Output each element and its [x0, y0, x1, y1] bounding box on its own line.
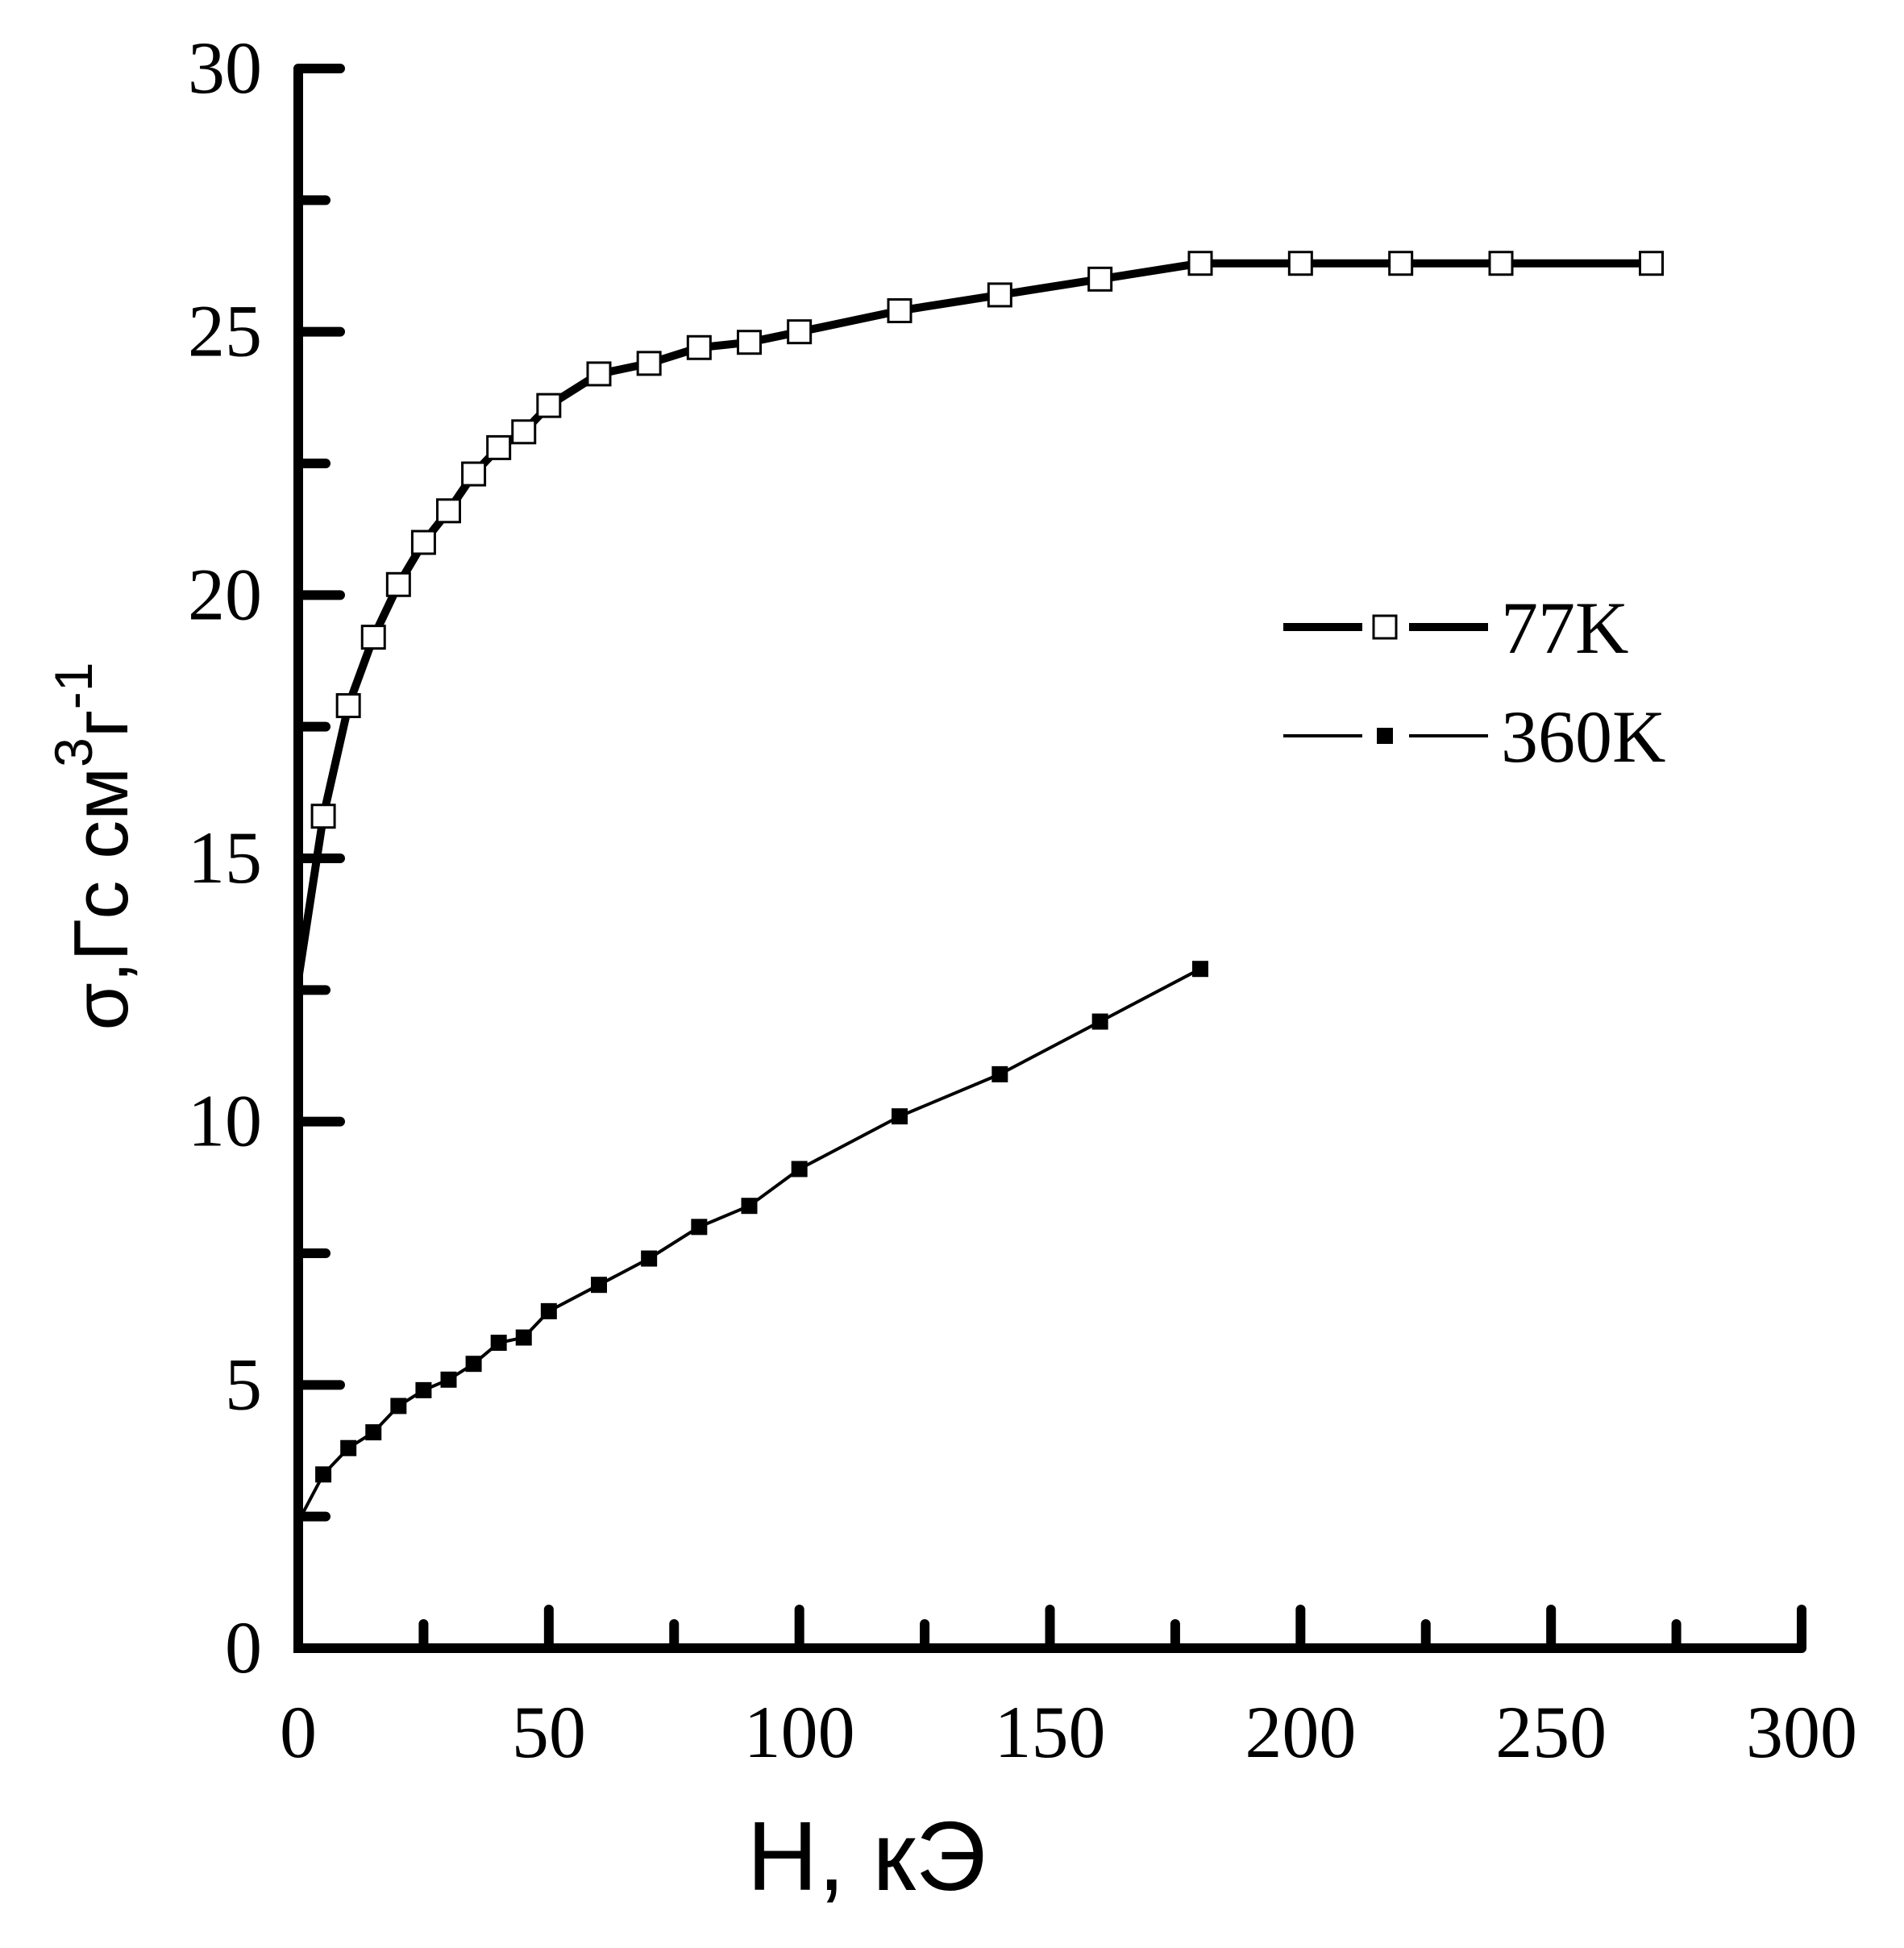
x-axis-title: H, кЭ	[747, 1801, 987, 1911]
x-tick-label: 100	[744, 1691, 855, 1773]
series-360k-point	[591, 1277, 607, 1294]
y-axis-title-base: σ,Гс см	[58, 767, 144, 1031]
series-360k-point	[892, 1108, 908, 1125]
series-77k-point	[486, 434, 512, 460]
legend-77k-marker	[1372, 614, 1398, 640]
series-77k-line	[294, 259, 1652, 981]
series-77k-point	[1187, 251, 1213, 276]
x-tick-label: 150	[995, 1691, 1106, 1773]
series-77k-point	[1639, 251, 1664, 276]
series-360k-point	[1192, 961, 1208, 978]
series-77k-point	[787, 319, 813, 345]
series-360k-point	[365, 1424, 382, 1441]
series-360k-point	[1091, 1013, 1108, 1030]
y-tick-label: 25	[188, 290, 262, 372]
series-77k-point	[636, 351, 662, 376]
x-tick-label: 300	[1746, 1691, 1857, 1773]
series-360k-point	[390, 1398, 407, 1414]
series-360k-point	[440, 1371, 457, 1388]
series-77k-point	[385, 571, 411, 597]
series-77k-point	[511, 419, 537, 445]
y-tick-label: 10	[188, 1080, 262, 1162]
legend: 77K 360K	[1283, 587, 1665, 778]
x-tick-label: 250	[1495, 1691, 1607, 1773]
series-360k-point	[490, 1335, 507, 1352]
series-77k-point	[737, 330, 762, 355]
series-77k-point	[1087, 266, 1113, 292]
series-360k-point	[691, 1219, 708, 1236]
y-tick-label: 5	[225, 1343, 262, 1425]
series-360k-point	[741, 1198, 758, 1215]
series-77k-point	[1488, 251, 1514, 276]
series-360k-point	[540, 1302, 557, 1319]
y-axis-title-exponent-3: 3	[44, 737, 103, 767]
y-tick-label: 0	[225, 1606, 262, 1688]
series-77k-point	[310, 804, 336, 829]
series-360k-point	[465, 1356, 482, 1373]
series-360k-point	[641, 1250, 658, 1267]
series-77k-point	[586, 361, 612, 387]
y-axis-title-exponent-minus1: -1	[44, 662, 103, 710]
series-77k-point	[686, 334, 712, 360]
series-360k	[297, 961, 1208, 1523]
series-360k-point	[515, 1329, 532, 1346]
series-360k-line	[297, 967, 1201, 1523]
x-tick-label: 0	[280, 1691, 317, 1773]
series-77k-point	[887, 298, 913, 324]
series-77k-point	[1388, 251, 1414, 276]
y-axis-title-mid: г	[58, 709, 144, 737]
series-360k-point	[315, 1466, 332, 1483]
series-77k	[294, 251, 1664, 981]
series-360k-point	[415, 1381, 432, 1398]
series-77k-point	[360, 625, 386, 650]
y-tick-label: 20	[188, 553, 262, 635]
series-77k-point	[1287, 251, 1313, 276]
legend-77k-label: 77K	[1501, 587, 1628, 669]
legend-360k-marker	[1377, 728, 1393, 744]
series-360k-point	[340, 1439, 357, 1456]
y-axis-title: σ,Гс см3г-1	[44, 662, 144, 1031]
series-360k-point	[791, 1161, 808, 1178]
x-tick-label: 200	[1245, 1691, 1356, 1773]
axes: 0 50 100 150 200 250 300 0 5 10 15 20 25 30	[188, 27, 1857, 1773]
series-77k-point	[335, 693, 361, 719]
series-360k-point	[991, 1065, 1008, 1082]
series-77k-point	[987, 282, 1012, 308]
x-tick-label: 50	[512, 1691, 586, 1773]
series-77k-point	[410, 530, 436, 555]
y-tick-label: 15	[188, 816, 262, 899]
series-77k-point	[536, 393, 562, 418]
y-tick-label: 30	[188, 27, 262, 109]
series-77k-point	[461, 461, 487, 487]
series-77k-point	[436, 498, 461, 524]
legend-360k-label: 360K	[1501, 696, 1665, 778]
